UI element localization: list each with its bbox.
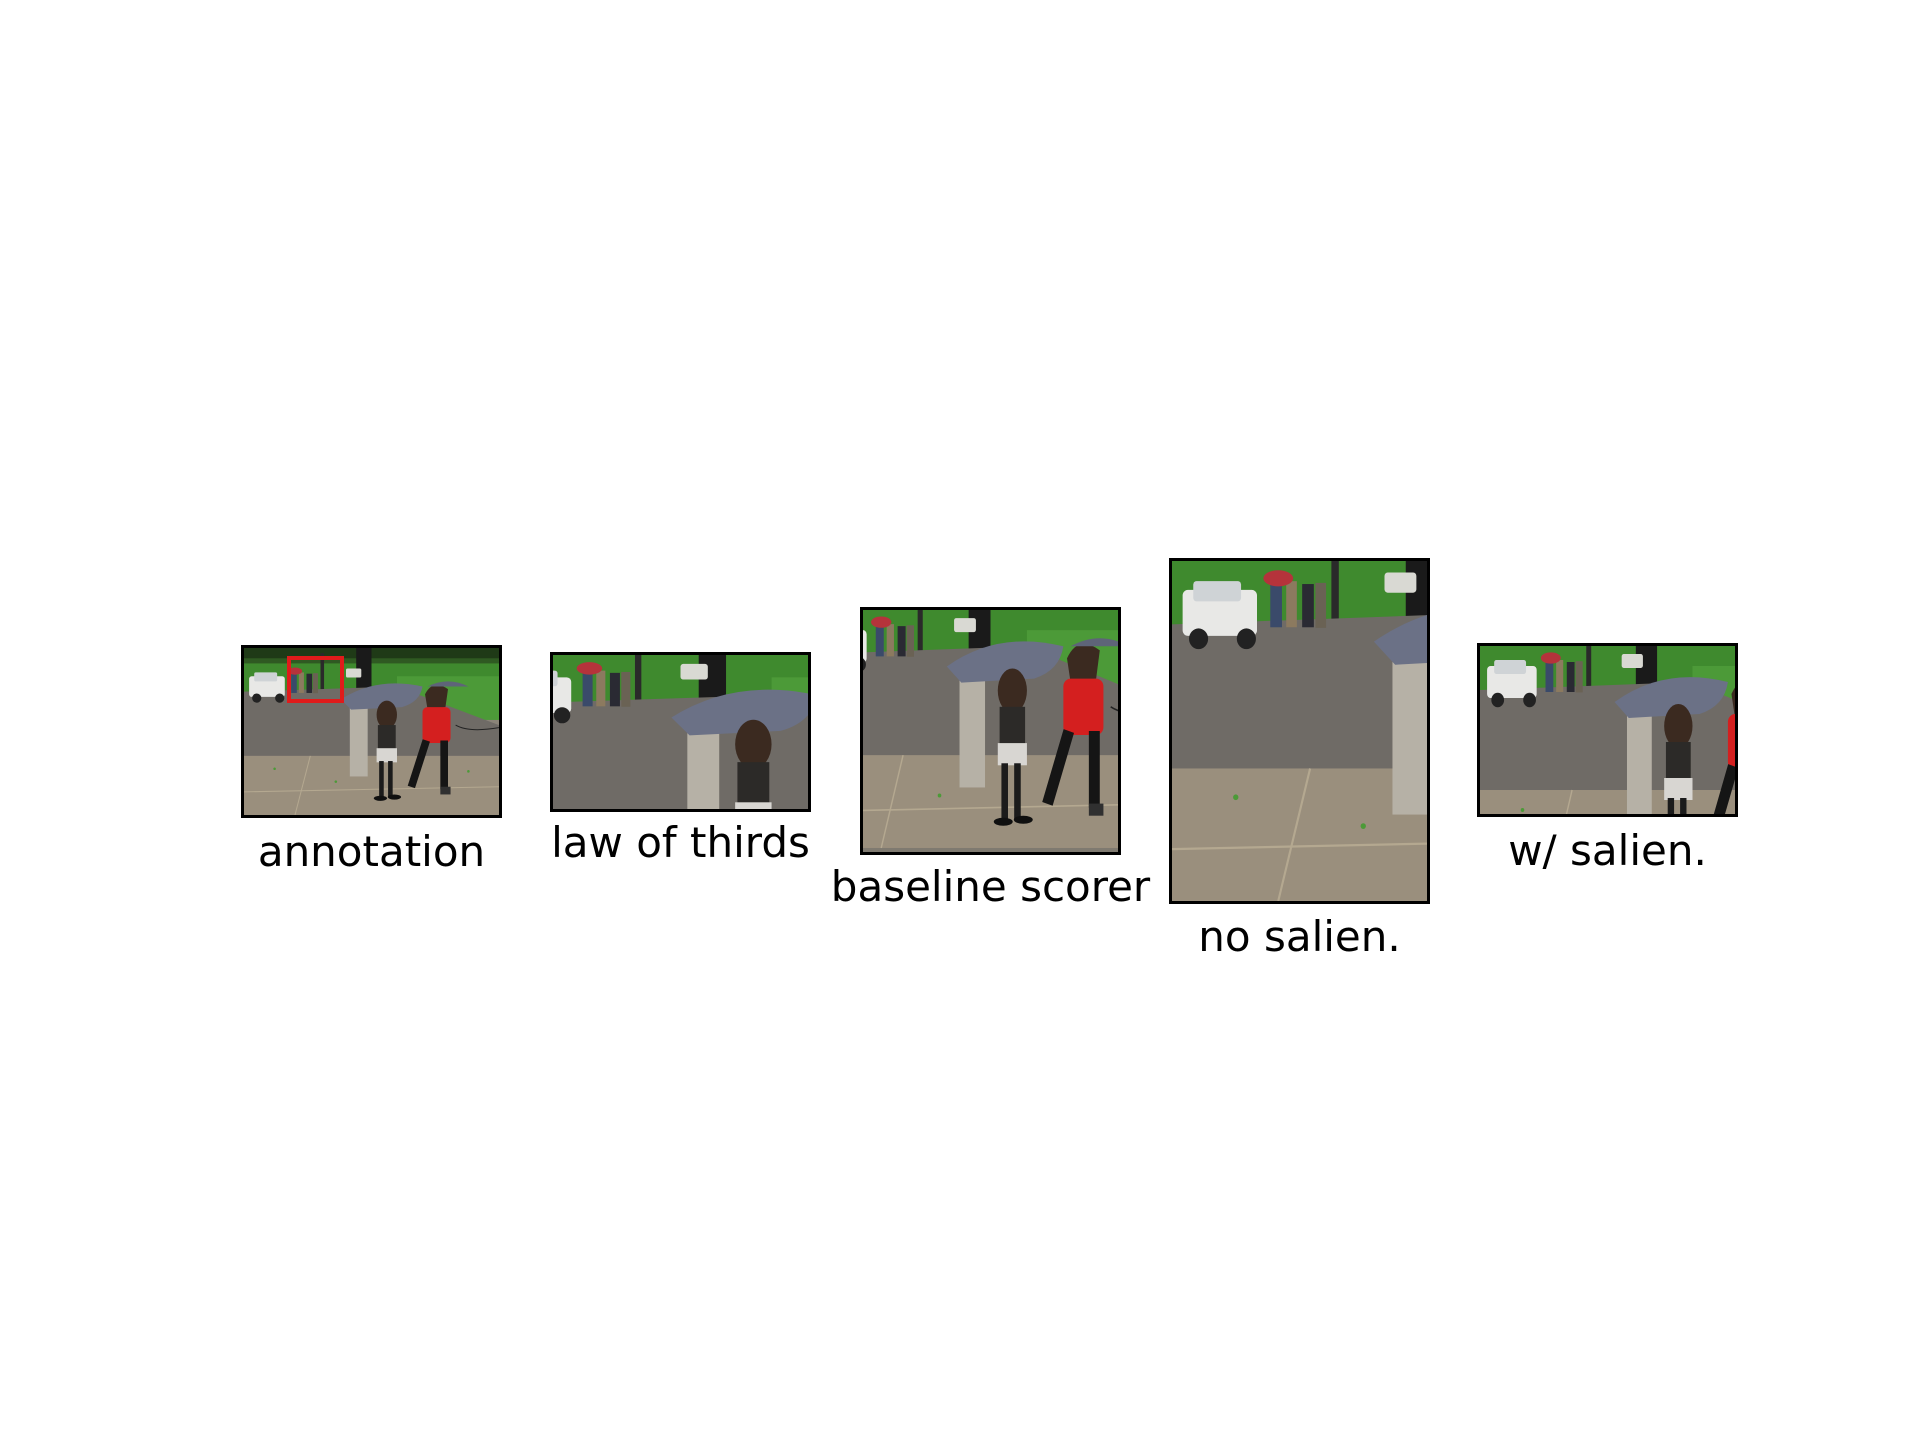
annotation-image (241, 645, 502, 818)
baseline-scorer-image (860, 607, 1121, 855)
caption-w-salien: w/ salien. (1508, 826, 1707, 875)
annotation-bounding-box (287, 656, 344, 703)
caption-annotation: annotation (257, 827, 486, 876)
caption-no-salien: no salien. (1198, 912, 1401, 961)
caption-law-of-thirds: law of thirds (551, 818, 810, 867)
w-salien-image (1477, 643, 1738, 817)
caption-baseline-scorer: baseline scorer (830, 862, 1151, 911)
law-of-thirds-image (550, 652, 811, 812)
no-salien-image (1169, 558, 1430, 904)
